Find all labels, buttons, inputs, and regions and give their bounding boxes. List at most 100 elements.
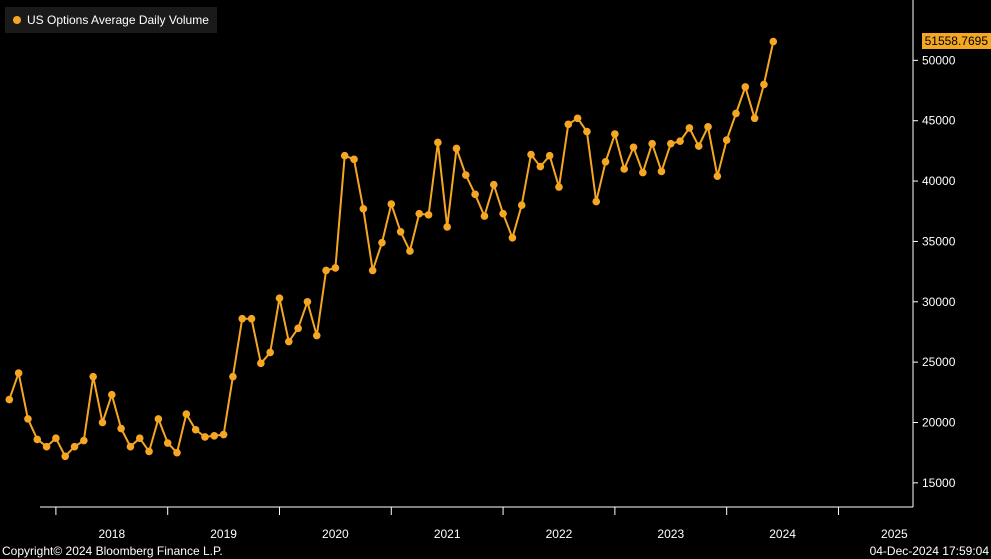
data-point xyxy=(350,155,358,164)
data-point xyxy=(238,314,247,323)
data-point xyxy=(443,223,451,231)
data-point xyxy=(322,266,330,275)
data-point xyxy=(769,37,778,46)
data-point xyxy=(545,151,554,160)
data-point xyxy=(732,109,740,118)
data-point xyxy=(89,372,97,381)
data-point xyxy=(368,266,377,275)
data-point xyxy=(229,372,237,381)
data-point xyxy=(359,205,368,213)
copyright-text: Copyright© 2024 Bloomberg Finance L.P. xyxy=(2,544,223,558)
data-point xyxy=(704,122,712,131)
data-point xyxy=(508,234,517,242)
data-point xyxy=(480,212,489,220)
data-point xyxy=(5,395,14,404)
timestamp-text: 04-Dec-2024 17:59:04 xyxy=(869,544,989,558)
data-point xyxy=(42,442,51,451)
y-tick-label: 35000 xyxy=(922,234,956,248)
data-point xyxy=(722,136,731,144)
data-point xyxy=(750,114,759,123)
data-point xyxy=(611,130,619,138)
data-point xyxy=(24,415,32,423)
data-point xyxy=(145,447,153,456)
data-point xyxy=(555,183,563,191)
data-point xyxy=(340,151,349,160)
data-point xyxy=(620,165,628,173)
data-point xyxy=(452,144,461,153)
x-tick-label: 2018 xyxy=(98,527,125,541)
x-tick-label: 2020 xyxy=(322,527,349,541)
data-point xyxy=(536,162,545,171)
data-point xyxy=(629,143,638,152)
data-point xyxy=(415,209,424,218)
y-tick-label: 15000 xyxy=(922,476,956,490)
data-point xyxy=(424,211,433,219)
legend-label: US Options Average Daily Volume xyxy=(27,13,209,27)
data-point xyxy=(434,138,442,147)
data-point xyxy=(107,390,116,399)
data-point xyxy=(80,436,88,445)
y-tick-label: 45000 xyxy=(922,114,956,128)
data-point xyxy=(489,180,498,189)
last-value-tag: 51558.7695 xyxy=(921,32,991,49)
y-tick-label: 20000 xyxy=(922,416,956,430)
data-point xyxy=(713,172,722,181)
data-point xyxy=(257,359,265,368)
data-point xyxy=(573,114,582,123)
data-point xyxy=(201,433,209,441)
data-point xyxy=(648,139,656,148)
data-point xyxy=(741,83,750,91)
data-point xyxy=(312,331,321,340)
y-tick-label: 40000 xyxy=(922,174,956,188)
data-point xyxy=(33,435,42,444)
data-point xyxy=(396,227,405,236)
series-line xyxy=(8,41,775,459)
data-point xyxy=(583,127,591,136)
data-point xyxy=(70,442,79,451)
data-point xyxy=(657,167,666,176)
data-point xyxy=(14,369,23,377)
legend: US Options Average Daily Volume xyxy=(5,7,217,33)
data-point xyxy=(61,452,70,461)
x-tick-label: 2025 xyxy=(881,527,908,541)
data-point xyxy=(685,124,694,132)
data-point xyxy=(219,430,228,439)
x-tick-label: 2019 xyxy=(210,527,237,541)
data-point xyxy=(117,424,125,433)
data-point xyxy=(98,418,107,427)
data-point xyxy=(210,431,219,440)
data-point xyxy=(247,314,256,323)
axes: 15000 20000 25000 30000 35000 40000 45000 50000… xyxy=(40,0,956,541)
data-point xyxy=(666,139,675,148)
data-point xyxy=(182,410,191,418)
data-point xyxy=(285,337,293,346)
data-point xyxy=(564,120,573,129)
data-point xyxy=(592,197,601,206)
y-tick-label: 25000 xyxy=(922,355,956,369)
data-point xyxy=(471,190,479,199)
data-point xyxy=(760,80,768,89)
y-tick-label: 30000 xyxy=(922,295,956,309)
data-point xyxy=(406,247,414,255)
x-tick-label: 2023 xyxy=(657,527,684,541)
data-point xyxy=(378,238,386,247)
legend-marker xyxy=(13,16,21,24)
x-tick-label: 2021 xyxy=(434,527,461,541)
data-point xyxy=(676,137,684,146)
data-point xyxy=(154,415,163,423)
y-tick-label: 50000 xyxy=(922,53,956,67)
data-point xyxy=(191,425,200,434)
data-point xyxy=(294,324,302,333)
series-layer xyxy=(5,37,778,461)
data-point xyxy=(499,209,507,218)
x-tick-label: 2024 xyxy=(769,527,796,541)
data-point xyxy=(135,434,144,442)
data-point xyxy=(694,142,703,150)
data-point xyxy=(601,157,610,166)
x-tick-label: 2022 xyxy=(546,527,573,541)
data-point xyxy=(163,439,172,447)
data-point xyxy=(527,150,535,159)
data-point xyxy=(266,348,274,357)
data-point xyxy=(52,434,60,442)
